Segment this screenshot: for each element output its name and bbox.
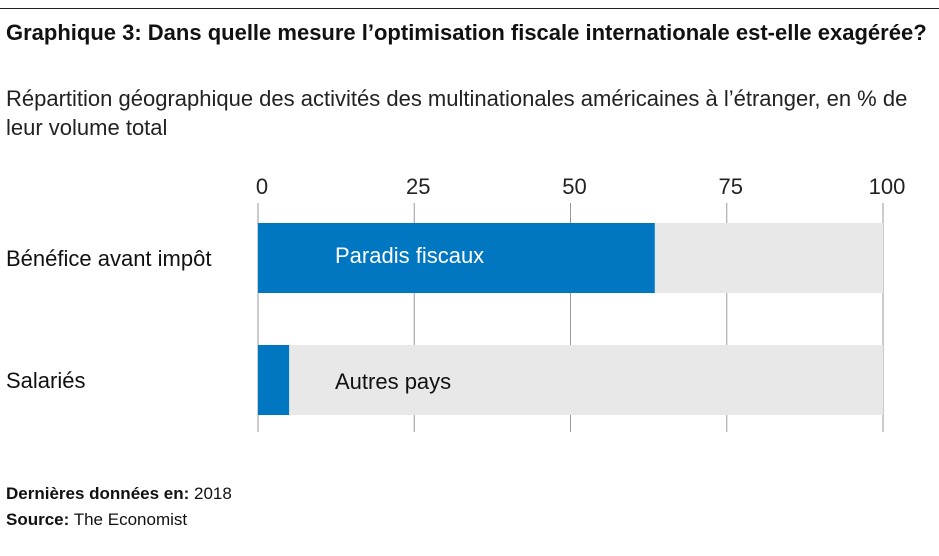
footer-source: Source: The Economist: [6, 509, 187, 531]
x-tick-label-0: 0: [256, 174, 268, 199]
series-label-other: Autres pays: [335, 369, 451, 394]
footer-date: Dernières données en: 2018: [6, 483, 232, 505]
category-label-1: Salariés: [6, 368, 85, 393]
category-labels: Bénéfice avant impôt Salariés: [6, 246, 211, 393]
x-tick-label-25: 25: [406, 174, 430, 199]
bar-segment-tax-havens-0: [258, 223, 655, 293]
date-label: Dernières données en:: [6, 484, 190, 503]
bar-segment-other-1: [289, 345, 883, 415]
x-tick-label-75: 75: [719, 174, 743, 199]
x-tick-label-50: 50: [562, 174, 586, 199]
category-label-0: Bénéfice avant impôt: [6, 246, 211, 271]
bar-segment-other-0: [654, 223, 883, 293]
source-label: Source:: [6, 510, 70, 529]
series-labels: Paradis fiscaux Autres pays: [335, 243, 484, 394]
bar-chart: 0 25 50 75 100 Bénéfice avant impôtSalariés …: [6, 174, 905, 432]
x-tick-label-100: 100: [869, 174, 906, 199]
chart-title: Graphique 3: Dans quelle mesure l’optimi…: [6, 20, 927, 45]
bar-segment-tax-havens-1: [258, 345, 290, 415]
series-label-tax-havens: Paradis fiscaux: [335, 243, 484, 268]
date-value: 2018: [194, 484, 232, 503]
bars: [258, 223, 883, 415]
top-rule: [0, 8, 939, 9]
chart-subtitle: Répartition géographique des activités d…: [6, 86, 908, 140]
source-value: The Economist: [73, 510, 188, 529]
x-axis-ticks: 0 25 50 75 100: [256, 174, 905, 199]
